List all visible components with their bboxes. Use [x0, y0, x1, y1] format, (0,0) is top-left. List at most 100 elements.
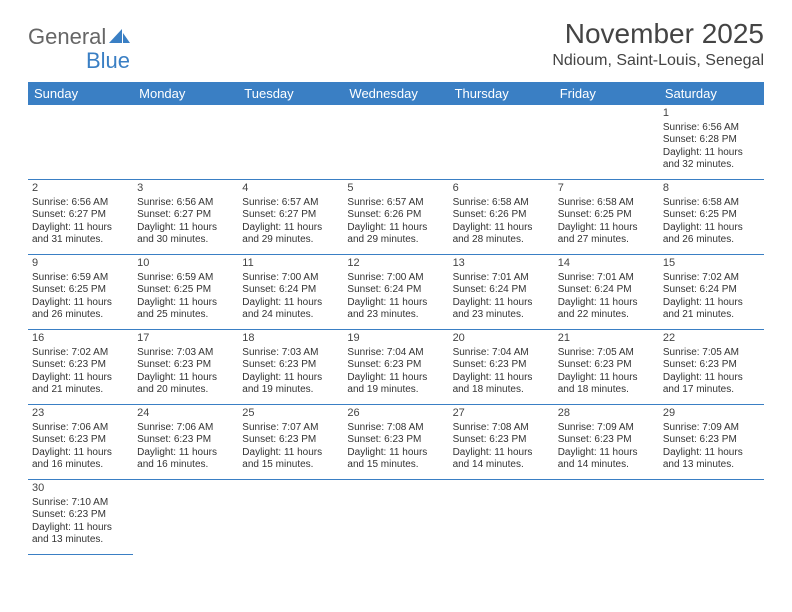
- daylight-line: Daylight: 11 hours and 21 minutes.: [663, 297, 760, 322]
- day-number: 19: [347, 332, 444, 346]
- sunset-line: Sunset: 6:24 PM: [453, 284, 550, 297]
- daylight-line: Daylight: 11 hours and 32 minutes.: [663, 147, 760, 172]
- weekday-header-row: Sunday Monday Tuesday Wednesday Thursday…: [28, 82, 764, 105]
- daylight-line: Daylight: 11 hours and 29 minutes.: [347, 222, 444, 247]
- calendar-cell: [343, 105, 448, 180]
- calendar-week-row: 16Sunrise: 7:02 AMSunset: 6:23 PMDayligh…: [28, 330, 764, 405]
- sunset-line: Sunset: 6:24 PM: [558, 284, 655, 297]
- calendar-cell: 12Sunrise: 7:00 AMSunset: 6:24 PMDayligh…: [343, 255, 448, 330]
- calendar-cell: 27Sunrise: 7:08 AMSunset: 6:23 PMDayligh…: [449, 405, 554, 480]
- sunset-line: Sunset: 6:25 PM: [137, 284, 234, 297]
- daylight-line: Daylight: 11 hours and 14 minutes.: [558, 447, 655, 472]
- daylight-line: Daylight: 11 hours and 25 minutes.: [137, 297, 234, 322]
- sunrise-line: Sunrise: 7:08 AM: [453, 422, 550, 435]
- calendar-grid: Sunday Monday Tuesday Wednesday Thursday…: [28, 82, 764, 555]
- daylight-line: Daylight: 11 hours and 18 minutes.: [558, 372, 655, 397]
- daylight-line: Daylight: 11 hours and 19 minutes.: [242, 372, 339, 397]
- calendar-cell: 23Sunrise: 7:06 AMSunset: 6:23 PMDayligh…: [28, 405, 133, 480]
- day-number: 14: [558, 257, 655, 271]
- calendar-cell: 22Sunrise: 7:05 AMSunset: 6:23 PMDayligh…: [659, 330, 764, 405]
- sunrise-line: Sunrise: 7:06 AM: [137, 422, 234, 435]
- weekday-header: Saturday: [659, 82, 764, 105]
- sunset-line: Sunset: 6:24 PM: [347, 284, 444, 297]
- sunrise-line: Sunrise: 6:57 AM: [242, 197, 339, 210]
- sunrise-line: Sunrise: 7:00 AM: [242, 272, 339, 285]
- sunset-line: Sunset: 6:23 PM: [558, 359, 655, 372]
- sunset-line: Sunset: 6:24 PM: [663, 284, 760, 297]
- month-title: November 2025: [552, 18, 764, 50]
- sunrise-line: Sunrise: 6:56 AM: [663, 122, 760, 135]
- sunset-line: Sunset: 6:23 PM: [663, 359, 760, 372]
- daylight-line: Daylight: 11 hours and 29 minutes.: [242, 222, 339, 247]
- sunset-line: Sunset: 6:23 PM: [32, 509, 129, 522]
- day-number: 2: [32, 182, 129, 196]
- calendar-cell: [133, 105, 238, 180]
- day-number: 4: [242, 182, 339, 196]
- sunset-line: Sunset: 6:23 PM: [137, 434, 234, 447]
- daylight-line: Daylight: 11 hours and 18 minutes.: [453, 372, 550, 397]
- sunrise-line: Sunrise: 6:57 AM: [347, 197, 444, 210]
- calendar-week-row: 2 Sunrise: 6:56 AM Sunset: 6:27 PM Daylight…: [28, 180, 764, 255]
- weekday-header: Thursday: [449, 82, 554, 105]
- calendar-cell: 8Sunrise: 6:58 AMSunset: 6:25 PMDaylight…: [659, 180, 764, 255]
- sunset-line: Sunset: 6:27 PM: [32, 209, 129, 222]
- daylight-line: Daylight: 11 hours and 23 minutes.: [347, 297, 444, 322]
- daylight-line: Daylight: 11 hours and 15 minutes.: [242, 447, 339, 472]
- calendar-cell: 1Sunrise: 6:56 AMSunset: 6:28 PMDaylight…: [659, 105, 764, 180]
- weekday-header: Tuesday: [238, 82, 343, 105]
- sunrise-line: Sunrise: 7:02 AM: [663, 272, 760, 285]
- sunrise-line: Sunrise: 6:58 AM: [558, 197, 655, 210]
- sunrise-line: Sunrise: 7:09 AM: [558, 422, 655, 435]
- sunset-line: Sunset: 6:23 PM: [453, 434, 550, 447]
- sunrise-line: Sunrise: 7:03 AM: [137, 347, 234, 360]
- calendar-cell: 7Sunrise: 6:58 AMSunset: 6:25 PMDaylight…: [554, 180, 659, 255]
- weekday-header: Sunday: [28, 82, 133, 105]
- calendar-cell: 24Sunrise: 7:06 AMSunset: 6:23 PMDayligh…: [133, 405, 238, 480]
- calendar-cell: 13Sunrise: 7:01 AMSunset: 6:24 PMDayligh…: [449, 255, 554, 330]
- sunrise-line: Sunrise: 6:59 AM: [137, 272, 234, 285]
- sunrise-line: Sunrise: 6:59 AM: [32, 272, 129, 285]
- sunrise-line: Sunrise: 6:56 AM: [137, 197, 234, 210]
- day-number: 11: [242, 257, 339, 271]
- daylight-line: Daylight: 11 hours and 26 minutes.: [663, 222, 760, 247]
- sail-icon: [107, 25, 131, 43]
- day-number: 25: [242, 407, 339, 421]
- day-number: 1: [663, 107, 760, 121]
- sunrise-line: Sunrise: 7:05 AM: [663, 347, 760, 360]
- daylight-line: Daylight: 11 hours and 23 minutes.: [453, 297, 550, 322]
- calendar-cell: 18Sunrise: 7:03 AMSunset: 6:23 PMDayligh…: [238, 330, 343, 405]
- calendar-cell: 17Sunrise: 7:03 AMSunset: 6:23 PMDayligh…: [133, 330, 238, 405]
- calendar-week-row: 1Sunrise: 6:56 AMSunset: 6:28 PMDaylight…: [28, 105, 764, 180]
- day-number: 24: [137, 407, 234, 421]
- day-number: 13: [453, 257, 550, 271]
- calendar-cell: 5Sunrise: 6:57 AMSunset: 6:26 PMDaylight…: [343, 180, 448, 255]
- calendar-week-row: 9Sunrise: 6:59 AMSunset: 6:25 PMDaylight…: [28, 255, 764, 330]
- sunrise-line: Sunrise: 7:09 AM: [663, 422, 760, 435]
- day-number: 9: [32, 257, 129, 271]
- calendar-cell: 25Sunrise: 7:07 AMSunset: 6:23 PMDayligh…: [238, 405, 343, 480]
- sunrise-line: Sunrise: 7:06 AM: [32, 422, 129, 435]
- sunset-line: Sunset: 6:23 PM: [347, 359, 444, 372]
- sunset-line: Sunset: 6:26 PM: [453, 209, 550, 222]
- calendar-cell: [28, 105, 133, 180]
- calendar-cell: 30Sunrise: 7:10 AMSunset: 6:23 PMDayligh…: [28, 480, 133, 555]
- day-number: 12: [347, 257, 444, 271]
- sunrise-line: Sunrise: 7:02 AM: [32, 347, 129, 360]
- day-number: 15: [663, 257, 760, 271]
- sunset-line: Sunset: 6:23 PM: [453, 359, 550, 372]
- sunrise-line: Sunrise: 7:10 AM: [32, 497, 129, 510]
- sunrise-line: Sunrise: 7:08 AM: [347, 422, 444, 435]
- daylight-line: Daylight: 11 hours and 24 minutes.: [242, 297, 339, 322]
- logo: General: [28, 24, 131, 50]
- day-number: 7: [558, 182, 655, 196]
- sunset-line: Sunset: 6:23 PM: [347, 434, 444, 447]
- day-number: 10: [137, 257, 234, 271]
- sunset-line: Sunset: 6:23 PM: [32, 434, 129, 447]
- calendar-cell: [659, 480, 764, 555]
- calendar-cell: [449, 480, 554, 555]
- calendar-week-row: 30Sunrise: 7:10 AMSunset: 6:23 PMDayligh…: [28, 480, 764, 555]
- calendar-cell: 20Sunrise: 7:04 AMSunset: 6:23 PMDayligh…: [449, 330, 554, 405]
- daylight-line: Daylight: 11 hours and 28 minutes.: [453, 222, 550, 247]
- daylight-line: Daylight: 11 hours and 20 minutes.: [137, 372, 234, 397]
- weekday-header: Friday: [554, 82, 659, 105]
